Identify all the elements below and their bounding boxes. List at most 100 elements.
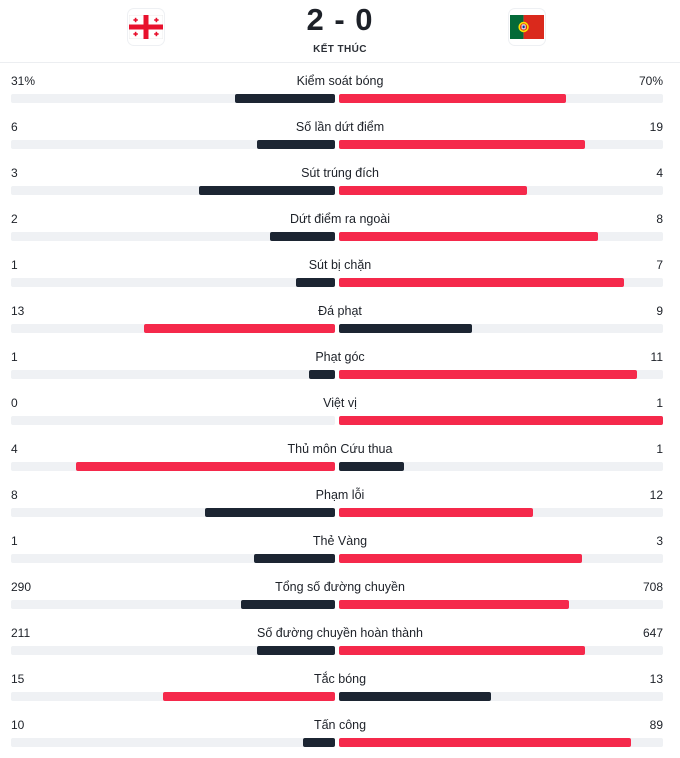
stat-home-value: 4 (11, 442, 18, 456)
stat-away-bar-track (339, 324, 663, 333)
stat-away-value: 708 (642, 580, 663, 594)
stat-row: 31% Kiểm soát bóng 70% (0, 68, 680, 114)
stat-row: 13 Đá phạt 9 (0, 298, 680, 344)
stat-label: Thủ môn Cứu thua (287, 442, 393, 456)
stat-row: 1 Thẻ Vàng 3 (0, 528, 680, 574)
stat-away-bar-track (339, 554, 663, 563)
stat-home-bar (270, 232, 335, 241)
stat-home-bar-track (11, 508, 335, 517)
home-team-flag[interactable] (128, 9, 164, 45)
stat-home-value: 1 (11, 534, 18, 548)
stat-home-bar-track (11, 232, 335, 241)
stat-home-bar-track (11, 738, 335, 747)
stat-away-value: 19 (649, 120, 663, 134)
stat-label: Thẻ Vàng (312, 534, 368, 548)
stat-home-bar (303, 738, 335, 747)
stat-home-bar-track (11, 94, 335, 103)
stat-away-bar (339, 554, 582, 563)
stat-home-value: 15 (11, 672, 25, 686)
stat-home-bar (309, 370, 335, 379)
stat-home-value: 31% (11, 74, 36, 88)
stat-home-bar-track (11, 462, 335, 471)
stat-row: 290 Tổng số đường chuyền 708 (0, 574, 680, 620)
stat-row: 10 Tấn công 89 (0, 712, 680, 758)
stat-label: Đá phạt (318, 304, 362, 318)
stat-away-bar-track (339, 738, 663, 747)
stat-home-value: 0 (11, 396, 18, 410)
stat-label: Tấn công (313, 718, 367, 732)
stat-home-value: 211 (11, 626, 31, 640)
stat-home-bar (205, 508, 335, 517)
stat-away-bar-track (339, 186, 663, 195)
stat-home-bar (163, 692, 335, 701)
stat-label: Số lần dứt điểm (295, 120, 385, 134)
stat-row: 15 Tắc bóng 13 (0, 666, 680, 712)
match-header: 2 - 0 KẾT THÚC (0, 0, 680, 63)
stat-home-value: 2 (11, 212, 18, 226)
stat-home-bar-track (11, 278, 335, 287)
stat-home-bar-track (11, 646, 335, 655)
stat-away-value: 70% (638, 74, 663, 88)
stat-row: 211 Số đường chuyền hoàn thành 647 (0, 620, 680, 666)
stat-away-value: 89 (649, 718, 663, 732)
stat-away-bar (339, 370, 637, 379)
stat-away-bar-track (339, 600, 663, 609)
stat-away-bar (339, 186, 527, 195)
stat-away-bar (339, 416, 663, 425)
stat-label: Phạt góc (315, 350, 365, 364)
georgia-flag-icon (129, 15, 163, 39)
match-score: 2 - 0 (306, 2, 374, 37)
stat-away-bar-track (339, 370, 663, 379)
away-team-flag[interactable] (509, 9, 545, 45)
stat-home-bar-track (11, 370, 335, 379)
stat-row: 1 Sút bị chặn 7 (0, 252, 680, 298)
stat-home-value: 10 (11, 718, 25, 732)
stat-label: Sút bị chặn (308, 258, 372, 272)
stat-away-bar-track (339, 462, 663, 471)
stat-away-bar (339, 324, 472, 333)
stat-away-bar (339, 646, 585, 655)
stat-away-bar-track (339, 232, 663, 241)
stat-label: Việt vị (323, 396, 357, 410)
stat-home-bar (257, 646, 335, 655)
stat-label: Dứt điểm ra ngoài (289, 212, 391, 226)
stat-label: Sút trúng đích (301, 166, 379, 180)
stat-label: Phạm lỗi (315, 488, 365, 502)
stat-row: 6 Số lần dứt điểm 19 (0, 114, 680, 160)
stat-away-value: 9 (656, 304, 663, 318)
stat-home-value: 8 (11, 488, 18, 502)
stat-home-bar-track (11, 324, 335, 333)
stat-row: 0 Việt vị 1 (0, 390, 680, 436)
stat-away-bar (339, 600, 569, 609)
stat-home-bar-track (11, 692, 335, 701)
stat-home-value: 290 (11, 580, 32, 594)
stat-home-bar (254, 554, 335, 563)
stat-away-bar (339, 692, 491, 701)
stat-home-value: 6 (11, 120, 18, 134)
stat-label: Kiểm soát bóng (296, 74, 384, 88)
stat-away-bar-track (339, 508, 663, 517)
stat-row: 2 Dứt điểm ra ngoài 8 (0, 206, 680, 252)
stat-away-bar (339, 508, 533, 517)
stat-home-value: 3 (11, 166, 18, 180)
stat-row: 4 Thủ môn Cứu thua 1 (0, 436, 680, 482)
stat-away-value: 1 (656, 442, 663, 456)
match-status: KẾT THÚC (313, 44, 367, 55)
stat-away-bar-track (339, 94, 663, 103)
stat-away-value: 11 (650, 350, 663, 364)
stat-home-bar-track (11, 554, 335, 563)
stat-away-value: 12 (649, 488, 663, 502)
stat-home-bar (144, 324, 335, 333)
stat-away-bar (339, 94, 566, 103)
stat-home-bar (199, 186, 335, 195)
stat-away-value: 4 (656, 166, 663, 180)
stat-away-value: 8 (656, 212, 663, 226)
stat-away-bar-track (339, 278, 663, 287)
stat-home-value: 1 (11, 350, 18, 364)
stat-away-bar (339, 232, 598, 241)
stat-row: 3 Sút trúng đích 4 (0, 160, 680, 206)
stat-home-bar-track (11, 140, 335, 149)
stat-away-value: 7 (656, 258, 663, 272)
stat-away-value: 647 (642, 626, 663, 640)
stat-away-bar (339, 738, 631, 747)
